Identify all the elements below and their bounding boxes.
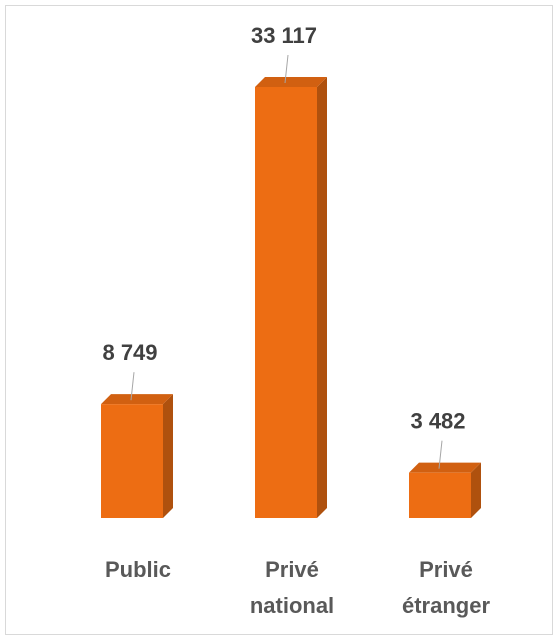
bar-top (101, 394, 173, 405)
bar-top (255, 77, 327, 87)
value-label: 3 482 (410, 408, 465, 433)
bar (255, 87, 317, 518)
bar (101, 404, 163, 518)
value-label: 33 117 (251, 23, 317, 48)
leader-line (284, 54, 289, 84)
leader-line (130, 372, 135, 401)
leader-line (438, 440, 443, 469)
bar-side (317, 77, 327, 518)
bar-top (409, 462, 481, 473)
x-tick-label: Privé étranger (401, 557, 491, 618)
bar-side (163, 394, 173, 518)
bar-side (471, 462, 481, 518)
chart-frame (5, 5, 553, 635)
bar (409, 472, 471, 518)
x-tick-label: Privé national (249, 557, 335, 618)
x-tick-label: Public (104, 557, 171, 582)
value-label: 8 749 (102, 340, 157, 365)
